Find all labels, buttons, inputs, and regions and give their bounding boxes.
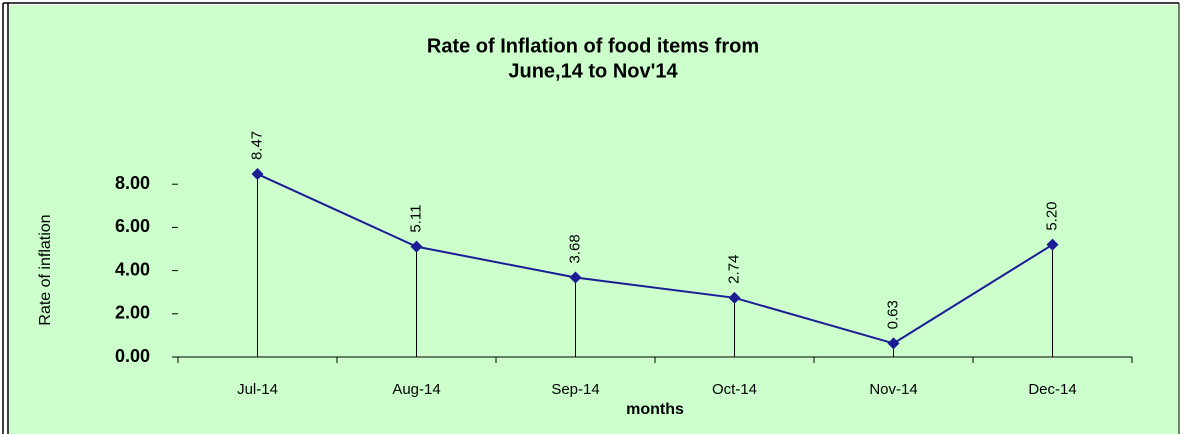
x-tick-label: Sep-14 <box>551 381 599 398</box>
y-tick-label: 0.00 <box>115 346 150 366</box>
y-tick-label: 8.00 <box>115 173 150 193</box>
y-axis-label: Rate of inflation <box>37 214 54 325</box>
plot-background <box>9 5 1179 434</box>
y-tick-label: 4.00 <box>115 259 150 279</box>
chart-title: Rate of Inflation of food items from <box>427 35 759 57</box>
x-tick-label: Dec-14 <box>1028 381 1076 398</box>
data-label: 8.47 <box>248 131 265 160</box>
data-label: 5.11 <box>407 205 424 233</box>
data-label: 0.63 <box>884 300 901 329</box>
marker <box>251 168 264 181</box>
line <box>257 173 1054 345</box>
x-tick-label: Jul-14 <box>237 381 278 398</box>
marker <box>887 337 900 350</box>
data-label: 2.74 <box>725 255 742 284</box>
chart-subtitle: June,14 to Nov'14 <box>508 60 678 82</box>
x-tick-label: Aug-14 <box>392 381 440 398</box>
x-axis-label: months <box>626 401 684 418</box>
y-tick-label: 2.00 <box>115 303 150 323</box>
data-label: 5.20 <box>1043 201 1060 230</box>
marker <box>569 271 582 284</box>
x-tick-label: Nov-14 <box>869 381 917 398</box>
data-label: 3.68 <box>566 234 583 263</box>
y-tick-label: 6.00 <box>115 216 150 236</box>
x-tick-label: Oct-14 <box>712 381 757 398</box>
marker <box>1046 238 1059 251</box>
marker <box>728 291 741 304</box>
marker <box>410 240 423 253</box>
